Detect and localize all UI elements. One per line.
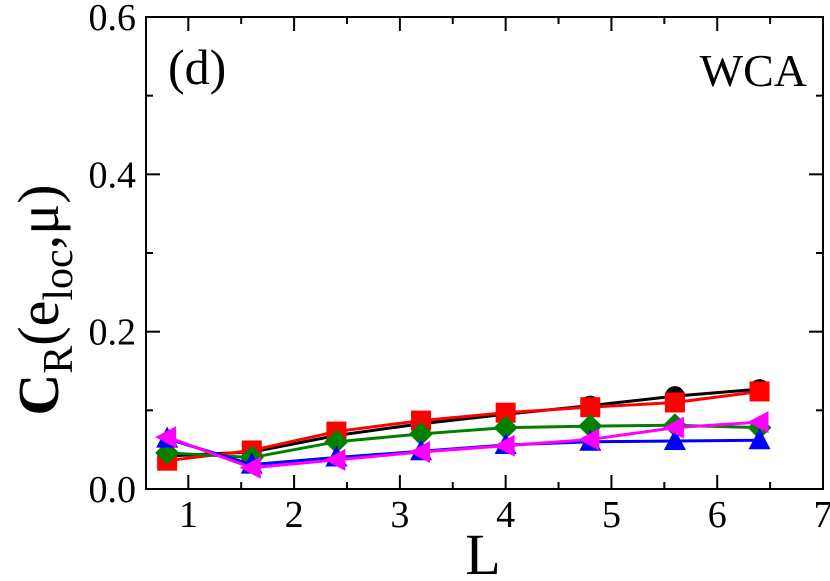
series-line-red-square	[166, 389, 760, 463]
data-point-magenta-triangle-left	[155, 426, 177, 449]
x-tick-label: 7	[814, 494, 830, 536]
minor-ticks	[146, 17, 823, 489]
data-point-red-square	[411, 410, 432, 431]
annotation-label: WCA	[700, 45, 807, 96]
x-tick-label: 5	[602, 494, 621, 536]
data-point-magenta-triangle-left	[662, 416, 684, 439]
ticks-layer: 1 2 3 4 5 6 7 0.0 0.2 0.4 0.6	[89, 0, 830, 536]
y-axis-label-sub: R	[36, 346, 82, 374]
series-magenta-triangle-left	[155, 411, 769, 479]
data-point-magenta-triangle-left	[409, 441, 431, 464]
data-point-red-square	[580, 397, 601, 418]
svg-text:CR(eloc,μ): CR(eloc,μ)	[6, 184, 82, 415]
x-axis-label: L	[465, 522, 500, 581]
data-point-magenta-triangle-left	[324, 448, 346, 471]
series-line-green-diamond	[167, 423, 760, 460]
data-point-magenta-triangle-left	[747, 411, 769, 434]
y-axis-label-main: C	[6, 374, 71, 416]
y-tick-label: 0.6	[89, 0, 137, 39]
x-tick-label: 3	[390, 494, 409, 536]
y-tick-label: 0.0	[89, 469, 137, 511]
x-tick-label: 6	[708, 494, 727, 536]
x-tick-label: 1	[179, 494, 198, 536]
y-axis-label-args-sub: loc	[36, 249, 82, 300]
data-point-magenta-triangle-left	[493, 434, 515, 457]
data-point-blue-triangle-up	[748, 428, 771, 450]
y-axis-label: CR(eloc,μ)	[6, 184, 82, 415]
data-point-red-square	[664, 392, 685, 413]
y-tick-label: 0.2	[89, 312, 137, 354]
y-axis-label-args-open: (e	[6, 301, 71, 346]
x-tick-label: 2	[285, 494, 304, 536]
series-line-magenta-triangle-left	[166, 420, 760, 470]
data-point-green-diamond	[493, 415, 518, 440]
data-point-red-square	[495, 402, 516, 423]
series-line-black-circle	[167, 387, 760, 458]
data-point-red-square	[749, 381, 770, 402]
plot-frame	[145, 16, 824, 490]
data-point-magenta-triangle-left	[578, 428, 600, 451]
y-axis-label-args-close: ,μ)	[6, 184, 71, 249]
data-point-green-diamond	[409, 421, 434, 446]
series-layer	[155, 379, 772, 479]
y-tick-label: 0.4	[89, 154, 137, 196]
x-tick-label: 4	[496, 494, 515, 536]
data-point-blue-triangle-up	[663, 429, 686, 451]
panel-label: (d)	[168, 39, 226, 95]
data-point-magenta-triangle-left	[239, 456, 261, 479]
data-point-green-diamond	[324, 429, 349, 454]
